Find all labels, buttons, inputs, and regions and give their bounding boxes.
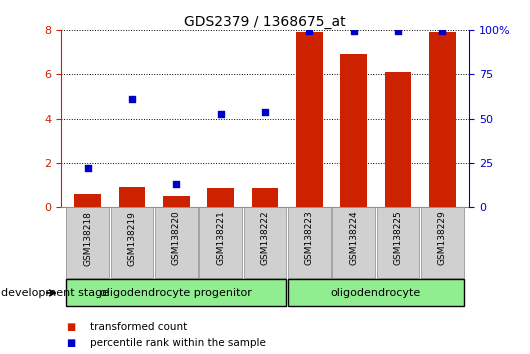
Point — [261, 109, 269, 115]
Text: GSM138223: GSM138223 — [305, 211, 314, 266]
Point — [394, 28, 402, 34]
FancyBboxPatch shape — [288, 279, 464, 307]
Bar — [74, 194, 101, 207]
Bar — [429, 32, 456, 207]
Point — [172, 181, 181, 187]
FancyBboxPatch shape — [66, 279, 286, 307]
FancyBboxPatch shape — [377, 207, 419, 278]
Text: development stage: development stage — [1, 288, 109, 298]
Point — [305, 28, 314, 34]
Point — [83, 166, 92, 171]
Text: GSM138220: GSM138220 — [172, 211, 181, 266]
Point — [128, 96, 136, 102]
Bar — [340, 55, 367, 207]
FancyBboxPatch shape — [155, 207, 198, 278]
Bar — [252, 188, 278, 207]
FancyBboxPatch shape — [288, 207, 331, 278]
FancyBboxPatch shape — [66, 207, 109, 278]
Text: GSM138222: GSM138222 — [261, 211, 269, 265]
Title: GDS2379 / 1368675_at: GDS2379 / 1368675_at — [184, 15, 346, 29]
Text: ■: ■ — [66, 322, 75, 332]
Bar — [207, 188, 234, 207]
Point — [349, 28, 358, 34]
FancyBboxPatch shape — [199, 207, 242, 278]
Text: ■: ■ — [66, 338, 75, 348]
Text: GSM138218: GSM138218 — [83, 211, 92, 266]
Bar — [119, 187, 145, 207]
Text: oligodendrocyte progenitor: oligodendrocyte progenitor — [100, 288, 252, 298]
FancyBboxPatch shape — [244, 207, 286, 278]
Text: transformed count: transformed count — [90, 322, 187, 332]
Text: GSM138229: GSM138229 — [438, 211, 447, 266]
Text: percentile rank within the sample: percentile rank within the sample — [90, 338, 266, 348]
Text: GSM138225: GSM138225 — [394, 211, 403, 266]
FancyBboxPatch shape — [111, 207, 153, 278]
Point — [438, 28, 447, 34]
Bar — [385, 72, 411, 207]
Text: GSM138224: GSM138224 — [349, 211, 358, 265]
FancyBboxPatch shape — [332, 207, 375, 278]
Point — [216, 111, 225, 117]
Bar — [163, 196, 190, 207]
FancyBboxPatch shape — [421, 207, 464, 278]
Text: oligodendrocyte: oligodendrocyte — [331, 288, 421, 298]
Bar — [296, 32, 323, 207]
Text: GSM138219: GSM138219 — [127, 211, 136, 266]
Text: GSM138221: GSM138221 — [216, 211, 225, 266]
